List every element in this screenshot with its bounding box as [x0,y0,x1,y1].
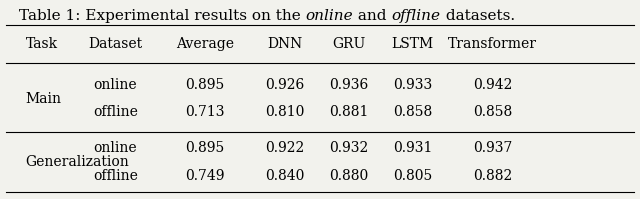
Text: GRU: GRU [332,37,365,51]
Text: 0.936: 0.936 [329,78,369,92]
Text: 0.922: 0.922 [265,141,305,155]
Text: online: online [93,78,137,92]
Text: and: and [353,9,392,23]
Text: 0.713: 0.713 [185,105,225,119]
Text: 0.749: 0.749 [185,169,225,183]
Text: 0.840: 0.840 [265,169,305,183]
Text: offline: offline [93,105,138,119]
Text: datasets.: datasets. [441,9,515,23]
Text: LSTM: LSTM [392,37,434,51]
Text: 0.858: 0.858 [473,105,513,119]
Text: 0.895: 0.895 [185,141,225,155]
Text: offline: offline [93,169,138,183]
Text: Table 1: Experimental results on the: Table 1: Experimental results on the [19,9,306,23]
Text: 0.805: 0.805 [393,169,433,183]
Text: 0.858: 0.858 [393,105,433,119]
Text: 0.937: 0.937 [473,141,513,155]
Text: 0.810: 0.810 [265,105,305,119]
Text: Task: Task [26,37,58,51]
Text: online: online [306,9,353,23]
Text: Dataset: Dataset [88,37,142,51]
Text: 0.880: 0.880 [329,169,369,183]
Text: online: online [93,141,137,155]
Text: 0.942: 0.942 [473,78,513,92]
Text: offline: offline [392,9,441,23]
Text: 0.895: 0.895 [185,78,225,92]
Text: 0.933: 0.933 [393,78,433,92]
Text: Average: Average [176,37,234,51]
Text: Transformer: Transformer [448,37,538,51]
Text: DNN: DNN [267,37,303,51]
Text: 0.932: 0.932 [329,141,369,155]
Text: 0.882: 0.882 [473,169,513,183]
Text: 0.931: 0.931 [393,141,433,155]
Text: 0.881: 0.881 [329,105,369,119]
Text: 0.926: 0.926 [265,78,305,92]
Text: Generalization: Generalization [26,155,129,169]
Text: Main: Main [26,92,61,105]
